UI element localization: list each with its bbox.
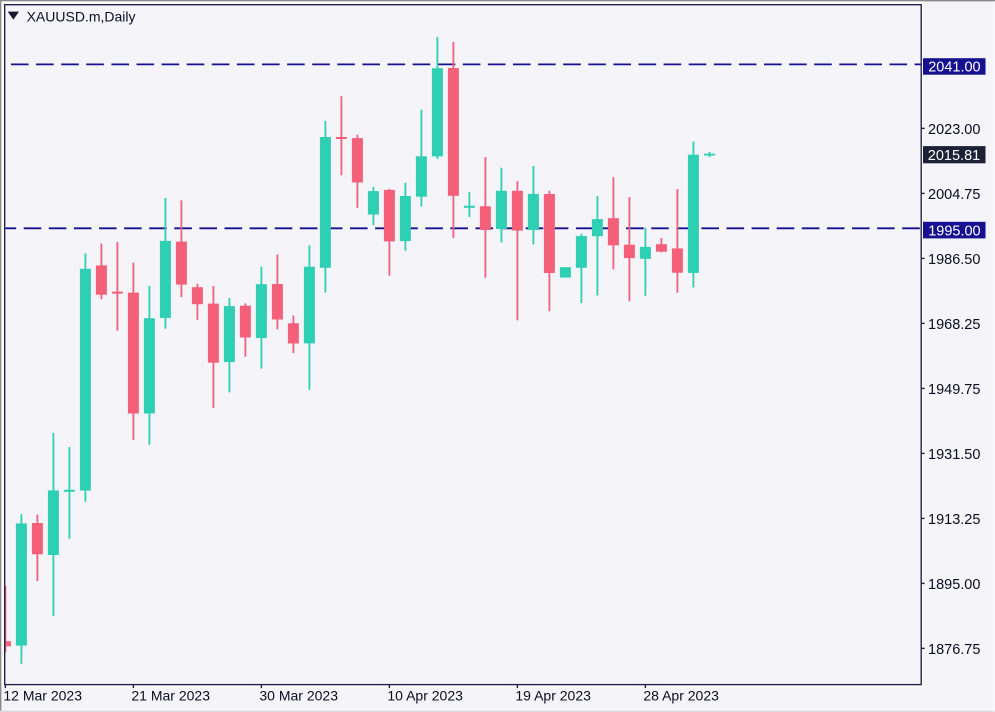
svg-text:28 Apr 2023: 28 Apr 2023 xyxy=(643,688,719,704)
svg-text:19 Apr 2023: 19 Apr 2023 xyxy=(515,688,591,704)
svg-text:1913.25: 1913.25 xyxy=(928,512,980,528)
svg-text:2015.81: 2015.81 xyxy=(928,148,980,164)
svg-text:2004.75: 2004.75 xyxy=(928,187,980,203)
svg-text:1995.00: 1995.00 xyxy=(928,223,980,239)
svg-text:1949.75: 1949.75 xyxy=(928,382,980,398)
svg-text:1895.00: 1895.00 xyxy=(928,577,980,593)
svg-text:10 Apr 2023: 10 Apr 2023 xyxy=(387,688,463,704)
svg-text:1968.25: 1968.25 xyxy=(928,317,980,333)
svg-text:1876.75: 1876.75 xyxy=(928,642,980,658)
svg-text:XAUUSD.m,Daily: XAUUSD.m,Daily xyxy=(27,8,136,24)
svg-text:2041.00: 2041.00 xyxy=(928,60,980,76)
svg-text:1986.50: 1986.50 xyxy=(928,252,980,268)
svg-text:2023.00: 2023.00 xyxy=(928,122,980,138)
svg-text:12 Mar 2023: 12 Mar 2023 xyxy=(3,688,82,704)
svg-text:1931.50: 1931.50 xyxy=(928,447,980,463)
svg-text:30 Mar 2023: 30 Mar 2023 xyxy=(259,688,338,704)
svg-text:21 Mar 2023: 21 Mar 2023 xyxy=(131,688,210,704)
